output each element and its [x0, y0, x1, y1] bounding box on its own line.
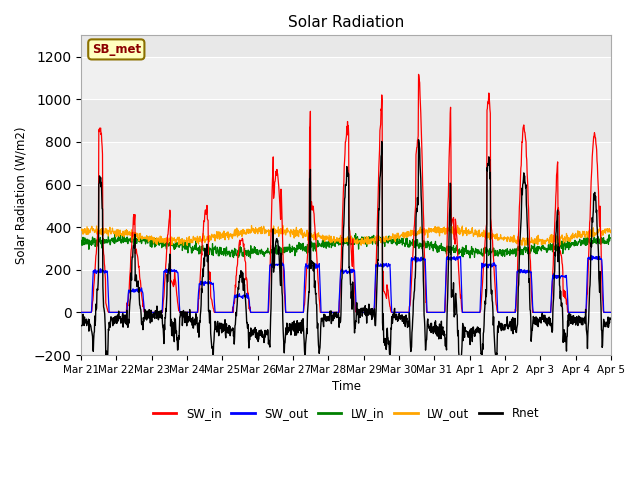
- Y-axis label: Solar Radiation (W/m2): Solar Radiation (W/m2): [15, 126, 28, 264]
- Bar: [81, 99, 611, 142]
- Bar: [81, 270, 611, 312]
- X-axis label: Time: Time: [332, 380, 360, 393]
- Bar: [81, 227, 611, 270]
- Legend: SW_in, SW_out, LW_in, LW_out, Rnet: SW_in, SW_out, LW_in, LW_out, Rnet: [148, 402, 544, 425]
- Title: Solar Radiation: Solar Radiation: [288, 15, 404, 30]
- Bar: [81, 57, 611, 99]
- Bar: [81, 184, 611, 227]
- Bar: [81, 312, 611, 355]
- Text: SB_met: SB_met: [92, 43, 141, 56]
- Bar: [81, 142, 611, 184]
